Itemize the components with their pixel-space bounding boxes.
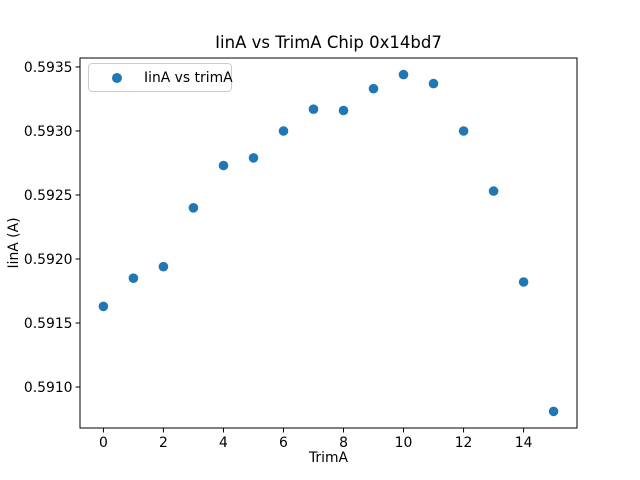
data-point — [248, 153, 259, 163]
legend: IinA vs trimA — [88, 63, 233, 92]
data-point — [128, 273, 139, 284]
x-tick-label: 0 — [99, 435, 108, 451]
chart-title: IinA vs TrimA Chip 0x14bd7 — [215, 33, 442, 52]
data-point — [218, 160, 229, 171]
data-point — [398, 69, 409, 80]
y-tick-label: 0.5910 — [24, 380, 73, 396]
legend-marker-circle-icon — [112, 72, 122, 83]
x-tick-label: 14 — [515, 435, 533, 451]
y-tick-label: 0.5920 — [24, 252, 73, 268]
data-point — [158, 261, 169, 272]
y-tick-label: 0.5930 — [24, 124, 73, 140]
data-point — [458, 126, 469, 136]
data-point — [338, 105, 349, 116]
data-point — [488, 186, 499, 196]
data-point — [368, 83, 379, 94]
x-tick-label: 6 — [279, 435, 288, 451]
y-tick-label: 0.5935 — [24, 60, 73, 76]
axes-frame — [79, 57, 578, 429]
y-tick-label: 0.5915 — [24, 316, 73, 332]
x-tick-label: 8 — [339, 435, 348, 451]
data-point — [188, 203, 199, 213]
legend-label: IinA vs trimA — [144, 69, 233, 86]
data-point — [428, 78, 439, 89]
x-tick-label: 12 — [455, 435, 473, 451]
data-point — [518, 277, 529, 287]
x-tick-label: 4 — [219, 435, 228, 451]
data-point — [278, 126, 289, 136]
data-point — [98, 301, 109, 312]
data-point — [308, 104, 319, 114]
x-tick-label: 2 — [159, 435, 168, 451]
data-point — [548, 406, 559, 417]
x-axis-label: TrimA — [308, 450, 349, 466]
x-tick-label: 10 — [395, 435, 413, 451]
y-tick-label: 0.5925 — [24, 188, 73, 204]
